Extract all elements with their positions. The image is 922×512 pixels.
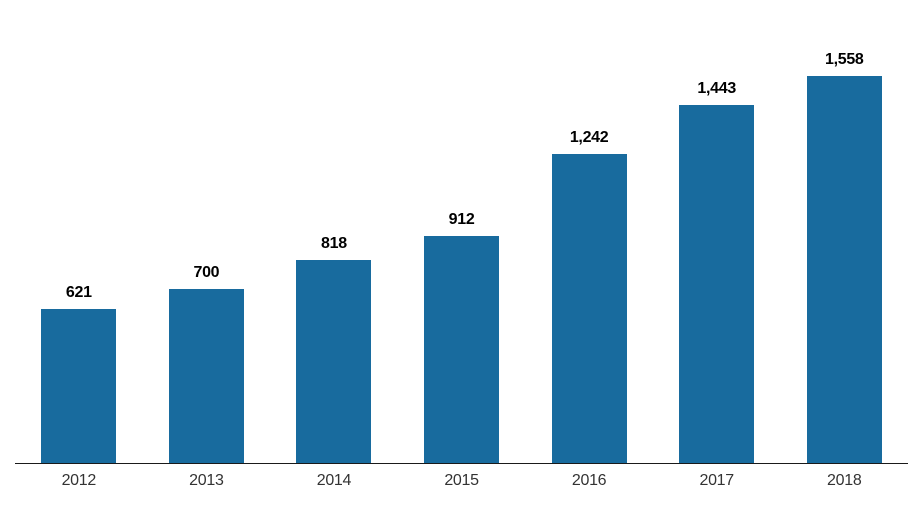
x-axis-tick-label: 2014 [316,472,352,489]
bar-value-label: 818 [321,235,347,252]
bar [41,309,117,463]
x-axis-tick-label: 2017 [699,472,734,489]
bar-value-label: 1,558 [824,51,864,68]
bar [296,260,372,463]
bar-value-label: 1,242 [569,129,609,146]
bar [806,76,882,463]
bar [679,105,755,463]
bar-group: 818 [270,0,398,463]
bar-value-label: 1,443 [697,80,736,97]
bar-value-label: 912 [448,211,475,228]
x-axis-tick-label: 2015 [444,472,479,489]
bar-value-label: 700 [193,264,220,281]
x-axis-tick-label: 2012 [61,472,97,489]
x-axis-tick-label: 2018 [827,472,862,489]
bar [551,154,627,463]
bar-group: 1,443 [653,0,781,463]
bar [424,236,500,463]
bar-group: 700 [143,0,271,463]
bar-group: 1,558 [780,0,908,463]
bar-group: 1,242 [525,0,653,463]
x-axis-tick-label: 2016 [571,472,607,489]
bar-group: 621 [15,0,143,463]
x-axis-tick-label: 2013 [189,472,224,489]
x-axis-labels: 2012 2013 2014 2015 2016 2017 2018 [15,472,908,490]
plot-area: 621 700 818 912 1,242 1,443 1,558 [15,0,908,464]
bar [168,289,244,463]
bar-value-label: 621 [65,284,92,301]
bar-group: 912 [398,0,526,463]
